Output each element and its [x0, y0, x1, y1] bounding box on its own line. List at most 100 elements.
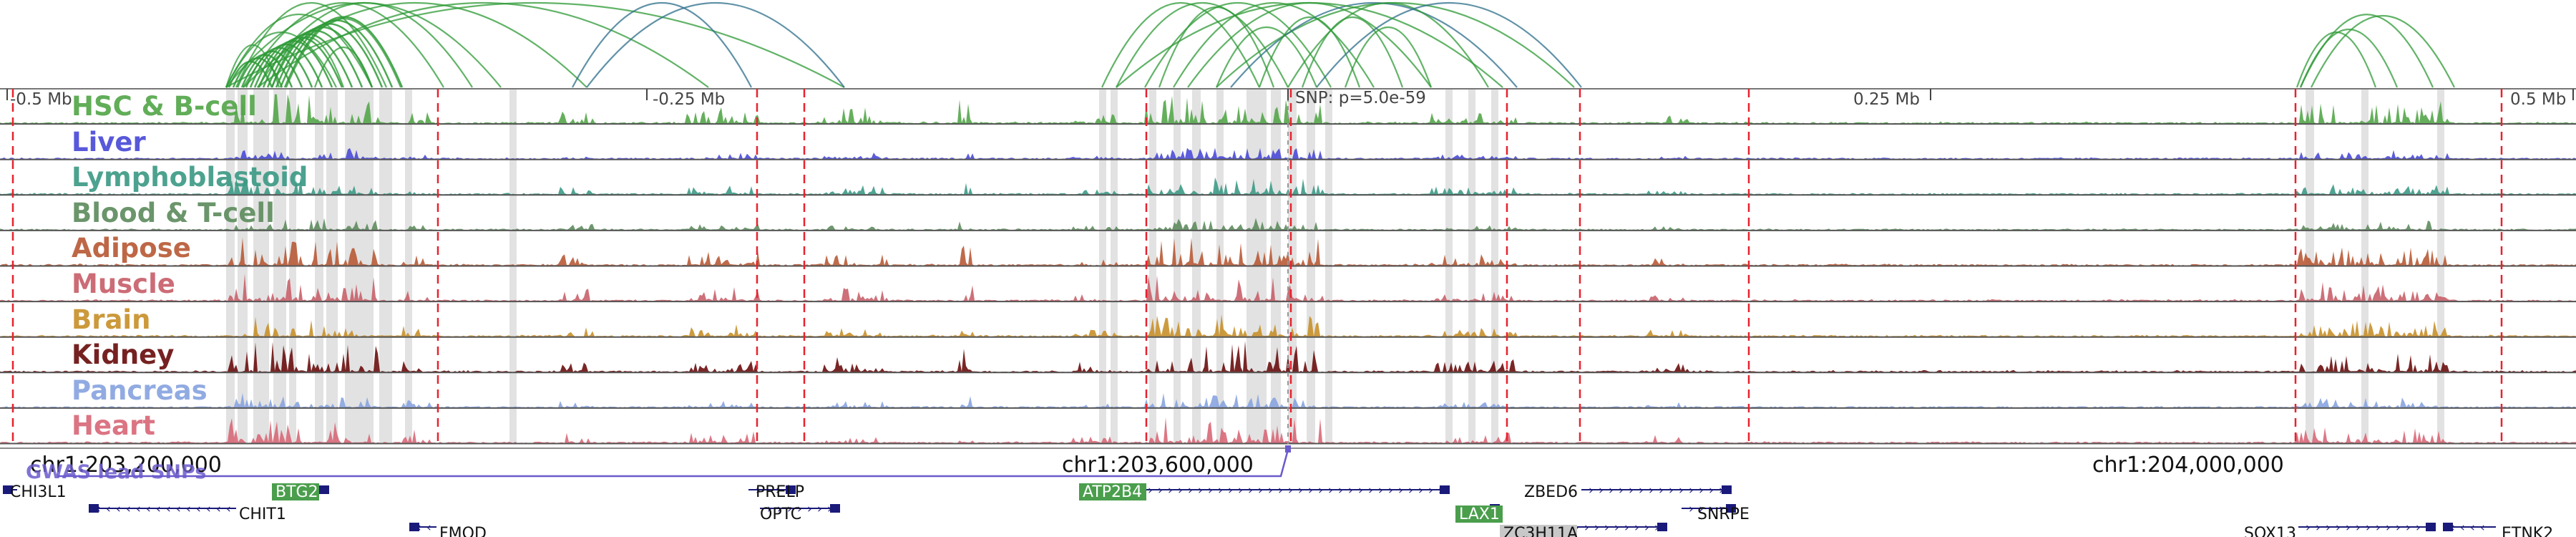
gene-exon: [786, 485, 796, 494]
strand-arrow: ›: [1238, 483, 1243, 498]
strand-arrow: ›: [1418, 483, 1423, 498]
strand-arrow: ‹: [226, 502, 231, 516]
strand-arrow: ›: [1624, 521, 1629, 535]
gene-label-highlight: [1079, 483, 1146, 500]
loop-arc: [285, 18, 402, 88]
gene-label: ATP2B4: [1083, 483, 1142, 501]
gwas-link-line: [57, 449, 1289, 478]
strand-arrow: ›: [1644, 521, 1649, 535]
strand-arrow: ›: [1619, 483, 1624, 498]
strand-arrow: ›: [756, 483, 761, 498]
strand-arrow: ›: [1388, 483, 1393, 498]
track-label-heart: Heart: [72, 410, 155, 441]
strand-arrow: ›: [1338, 483, 1343, 498]
coordinate-label-204000000: chr1:204,000,000: [2092, 453, 2284, 478]
strand-arrow: ‹: [186, 502, 191, 516]
strand-arrow: ‹: [166, 502, 171, 516]
strand-arrow: ›: [1609, 483, 1614, 498]
loop-arc: [1258, 16, 1361, 88]
strand-arrow: ›: [1589, 483, 1594, 498]
strand-arrow: ›: [1248, 483, 1253, 498]
gene-chi3l1[interactable]: CHI3L1: [3, 483, 67, 501]
strand-arrow: ‹: [206, 502, 211, 516]
axis-label-minus-0-5mb: -0.5 Mb: [10, 90, 72, 109]
gene-atp2b4[interactable]: ››››››››››››››››››››››››››››››ATP2B4: [1079, 483, 1450, 501]
gene-label: FMOD: [439, 525, 487, 537]
gene-label: SOX13: [2244, 525, 2296, 537]
strand-arrow: ›: [1719, 483, 1724, 498]
strand-arrow: ›: [767, 502, 772, 516]
strand-arrow: ›: [1584, 521, 1589, 535]
loop-arc: [1101, 2, 1260, 88]
gene-label-highlight: [1500, 525, 1577, 537]
gene-snrpe[interactable]: › › › ›SNRPE: [1682, 502, 1750, 523]
strand-arrow: ‹: [216, 502, 221, 516]
strand-arrow: ›: [797, 502, 802, 516]
gene-optc[interactable]: › › › › › › ›OPTC: [760, 502, 840, 523]
gene-zc3h11a[interactable]: ›››››››››››››››ZC3H11A: [1500, 521, 1667, 537]
gene-prelp[interactable]: ››››PRELP: [748, 483, 804, 501]
strand-arrow: ›: [2336, 521, 2341, 535]
loop-arc: [2311, 14, 2455, 88]
strand-arrow: ›: [1348, 483, 1353, 498]
track-label-blood-t-cell: Blood & T-cell: [72, 198, 275, 228]
strand-arrow: ›: [1659, 483, 1664, 498]
gene-etnk2[interactable]: ‹‹‹‹ETNK2: [2443, 521, 2553, 537]
loop-arcs: [225, 1, 2455, 88]
strand-arrow: ›: [1699, 502, 1704, 516]
gene-lax1[interactable]: ›LAX1: [1455, 502, 1503, 523]
loop-arc: [2299, 14, 2434, 88]
gene-fmod[interactable]: ‹‹FMOD: [409, 521, 487, 537]
strand-arrow: ‹: [196, 502, 201, 516]
gene-label: PRELP: [756, 483, 804, 501]
track-label-adipose: Adipose: [72, 233, 191, 263]
gene-exon: [2426, 523, 2436, 531]
strand-arrow: ›: [2306, 521, 2311, 535]
strand-arrow: ›: [1709, 502, 1714, 516]
gene-zbed6[interactable]: › › › › › › › › › › › › › › ZBED6: [1524, 483, 1732, 501]
track-label-lymphoblastoid: Lymphoblastoid: [72, 162, 308, 193]
gene-label-highlight: [1455, 505, 1503, 523]
strand-arrow: ›: [1398, 483, 1403, 498]
gwas-track: GWAS lead SNPs: [26, 445, 1291, 483]
gwas-track-label: GWAS lead SNPs: [26, 461, 206, 483]
loop-arc: [243, 1, 444, 88]
strand-arrow: ‹: [2460, 521, 2465, 535]
loop-arc: [572, 2, 752, 88]
strand-arrow: ›: [1669, 483, 1674, 498]
strand-arrow: ›: [1594, 521, 1599, 535]
strand-arrow: ‹: [2470, 521, 2475, 535]
gene-label: CHI3L1: [10, 483, 67, 501]
loop-arc: [1173, 1, 1375, 88]
signal-trace: [0, 177, 2576, 195]
strand-arrow: ›: [2406, 521, 2411, 535]
strand-arrow: ›: [1368, 483, 1373, 498]
gene-chit1[interactable]: ‹‹‹‹‹‹‹‹‹‹‹‹‹‹CHIT1: [89, 502, 286, 523]
strand-arrow: ›: [1258, 483, 1263, 498]
loop-arc: [275, 22, 384, 88]
axis-label-plus-0-5mb: 0.5 Mb: [2510, 90, 2566, 109]
strand-arrow: ›: [1679, 483, 1684, 498]
track-label-muscle: Muscle: [72, 268, 175, 299]
signal-trace: [0, 237, 2576, 266]
gene-btg2[interactable]: ›››››BTG2: [272, 483, 329, 501]
strand-arrow: ‹: [146, 502, 151, 516]
strand-arrow: ‹: [106, 502, 111, 516]
strand-arrow: ›: [2346, 521, 2351, 535]
gene-sox13[interactable]: ›››››››››››››SOX13: [2244, 521, 2436, 537]
strand-arrow: ›: [1328, 483, 1333, 498]
axis-label-plus-0-25mb: 0.25 Mb: [1853, 90, 1920, 109]
strand-arrow: ›: [2356, 521, 2361, 535]
loop-arc: [1287, 1, 1489, 88]
strand-arrow: ›: [1188, 483, 1193, 498]
strand-arrow: ›: [787, 502, 792, 516]
loop-arc: [279, 19, 394, 88]
gene-exon: [319, 485, 329, 494]
strand-arrow: ›: [2316, 521, 2321, 535]
strand-arrow: ›: [1378, 483, 1383, 498]
gene-track: CHI3L1›››››BTG2‹‹‹‹‹‹‹‹‹‹‹‹‹‹CHIT1‹‹FMOD…: [3, 483, 2553, 537]
gene-label: SNRPE: [1697, 505, 1750, 523]
strand-arrow: ‹: [426, 521, 431, 535]
signal-trace: [0, 314, 2576, 337]
